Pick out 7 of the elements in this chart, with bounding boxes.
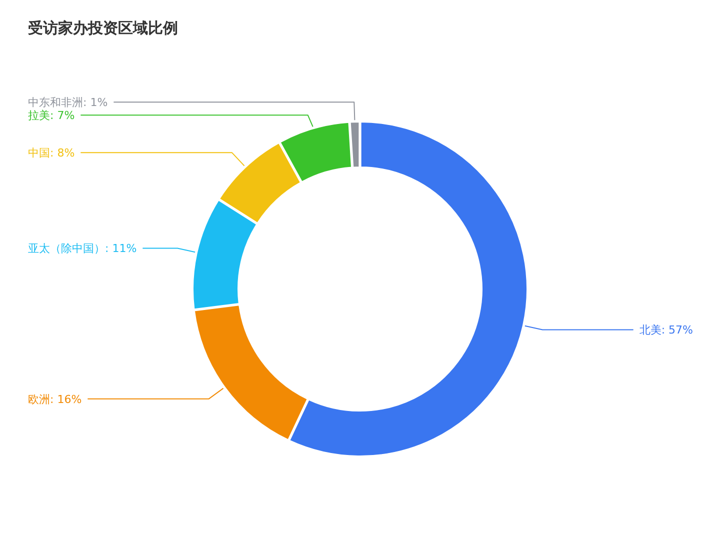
slice-label: 中东和非洲: 1%: [28, 96, 108, 109]
slice-label: 欧洲: 16%: [28, 392, 82, 406]
slice-label: 亚太（除中国）: 11%: [28, 242, 137, 256]
slice-label: 拉美: 7%: [28, 108, 75, 122]
slice-label: 中国: 8%: [28, 146, 75, 160]
slice-label: 北美: 57%: [639, 324, 693, 337]
chart-title: 受访家办投资区域比例: [27, 19, 178, 37]
